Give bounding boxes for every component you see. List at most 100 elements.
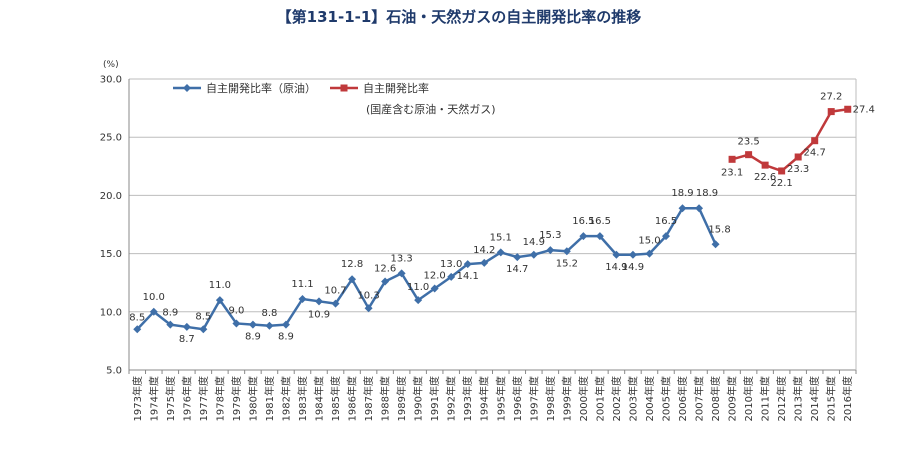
x-tick-label: 1986年度	[346, 376, 359, 421]
x-tick-label: 2008年度	[709, 376, 722, 421]
y-tick-label: 15.0	[100, 249, 122, 260]
x-tick-label: 2003年度	[626, 376, 639, 421]
data-label: 10.0	[143, 292, 165, 303]
x-tick-label: 2015年度	[825, 376, 838, 421]
data-point	[695, 204, 704, 213]
data-label: 18.9	[671, 188, 693, 199]
data-label: 8.9	[245, 332, 261, 343]
data-point	[348, 275, 357, 284]
x-tick-label: 1981年度	[263, 376, 276, 421]
data-label: 14.9	[523, 237, 545, 248]
x-axis-ticks: 1973年度 1974年度 1975年度 1976年度 1977年度 1978年度 1979…	[131, 376, 854, 421]
x-tick-label: 1989年度	[395, 376, 408, 421]
data-point	[281, 320, 290, 329]
x-tick-label: 1990年度	[412, 376, 425, 421]
y-tick-label: 10.0	[100, 307, 122, 318]
y-tick-label: 5.0	[106, 366, 122, 377]
x-tick-label: 1999年度	[560, 376, 573, 421]
y-tick-label: 30.0	[100, 75, 122, 86]
grid-lines	[129, 78, 856, 371]
data-point	[364, 304, 373, 313]
data-point	[298, 294, 307, 303]
data-label: 16.5	[655, 216, 677, 227]
data-label: 24.7	[804, 148, 826, 159]
data-point	[612, 250, 621, 259]
data-point	[661, 232, 670, 241]
data-point	[265, 321, 274, 330]
legend-swatch-marker	[183, 84, 191, 92]
data-label: 11.0	[407, 282, 429, 293]
data-point	[778, 167, 786, 175]
data-point	[728, 155, 736, 163]
data-label: 9.0	[228, 305, 244, 316]
data-point	[182, 322, 191, 331]
data-point	[794, 153, 802, 161]
data-label: 11.0	[209, 280, 231, 291]
data-label: 15.8	[708, 224, 730, 235]
data-point	[546, 246, 555, 255]
x-tick-label: 1976年度	[180, 376, 193, 421]
data-label: 12.0	[424, 271, 446, 282]
x-tick-label: 2009年度	[726, 376, 739, 421]
x-tick-label: 1975年度	[164, 376, 177, 421]
data-point	[711, 240, 720, 249]
x-tick-label: 2011年度	[759, 376, 772, 421]
data-point	[761, 161, 769, 169]
x-tick-label: 1978年度	[213, 376, 226, 421]
data-point	[513, 253, 522, 262]
x-tick-label: 1984年度	[313, 376, 326, 421]
data-label: 23.3	[787, 164, 809, 175]
data-point	[595, 232, 604, 241]
data-point	[811, 137, 819, 145]
data-label: 14.2	[473, 245, 495, 256]
data-label: 14.9	[605, 262, 627, 273]
chart-title: 【第131-1-1】石油・天然ガスの自主開発比率の推移	[276, 8, 642, 26]
data-point	[133, 325, 142, 334]
x-tick-label: 2000年度	[577, 376, 590, 421]
data-label: 16.5	[572, 216, 594, 227]
data-label: 11.1	[291, 279, 313, 290]
data-label: 8.7	[179, 334, 195, 345]
data-point	[331, 299, 340, 308]
data-point	[166, 320, 175, 329]
data-label: 10.7	[324, 286, 346, 297]
x-tick-label: 1982年度	[279, 376, 292, 421]
axes	[128, 79, 857, 374]
data-point	[149, 307, 158, 316]
legend: 自主開発比率（原油） 自主開発比率 (国産含む原油・天然ガス)	[173, 81, 496, 116]
data-point	[447, 272, 456, 281]
data-label: 10.3	[357, 290, 379, 301]
data-label: 16.5	[589, 216, 611, 227]
data-point	[529, 250, 538, 259]
x-tick-label: 2007年度	[693, 376, 706, 421]
x-tick-label: 1979年度	[230, 376, 243, 421]
series	[133, 105, 852, 334]
data-label: 23.5	[737, 137, 759, 148]
data-label: 22.6	[754, 172, 776, 183]
data-label: 14.1	[457, 271, 479, 282]
data-label: 15.0	[638, 236, 660, 247]
x-tick-label: 2012年度	[775, 376, 788, 421]
x-tick-label: 2006年度	[676, 376, 689, 421]
legend-sublabel: (国産含む原油・天然ガス)	[366, 102, 496, 116]
data-label: 13.3	[390, 253, 412, 264]
x-tick-label: 1973年度	[131, 376, 144, 421]
data-label: 12.8	[341, 259, 363, 270]
x-tick-label: 1996年度	[511, 376, 524, 421]
x-tick-label: 1974年度	[147, 376, 160, 421]
data-point	[430, 284, 439, 293]
data-labels: 8.5 10.0 8.9 8.7 8.5 11.0 9.0 8.9 8.8 8.9 11.1 10.9…	[129, 92, 875, 345]
data-label: 27.4	[853, 104, 875, 115]
x-tick-label: 2016年度	[841, 376, 854, 421]
data-label: 12.6	[374, 264, 396, 275]
x-tick-label: 1991年度	[428, 376, 441, 421]
data-label: 8.9	[162, 308, 178, 319]
x-tick-label: 1992年度	[445, 376, 458, 421]
data-label: 14.7	[506, 264, 528, 275]
x-tick-label: 1997年度	[527, 376, 540, 421]
data-point	[844, 105, 852, 113]
data-point	[199, 325, 208, 334]
data-point	[463, 260, 472, 269]
x-tick-label: 1998年度	[544, 376, 557, 421]
data-point	[480, 258, 489, 267]
